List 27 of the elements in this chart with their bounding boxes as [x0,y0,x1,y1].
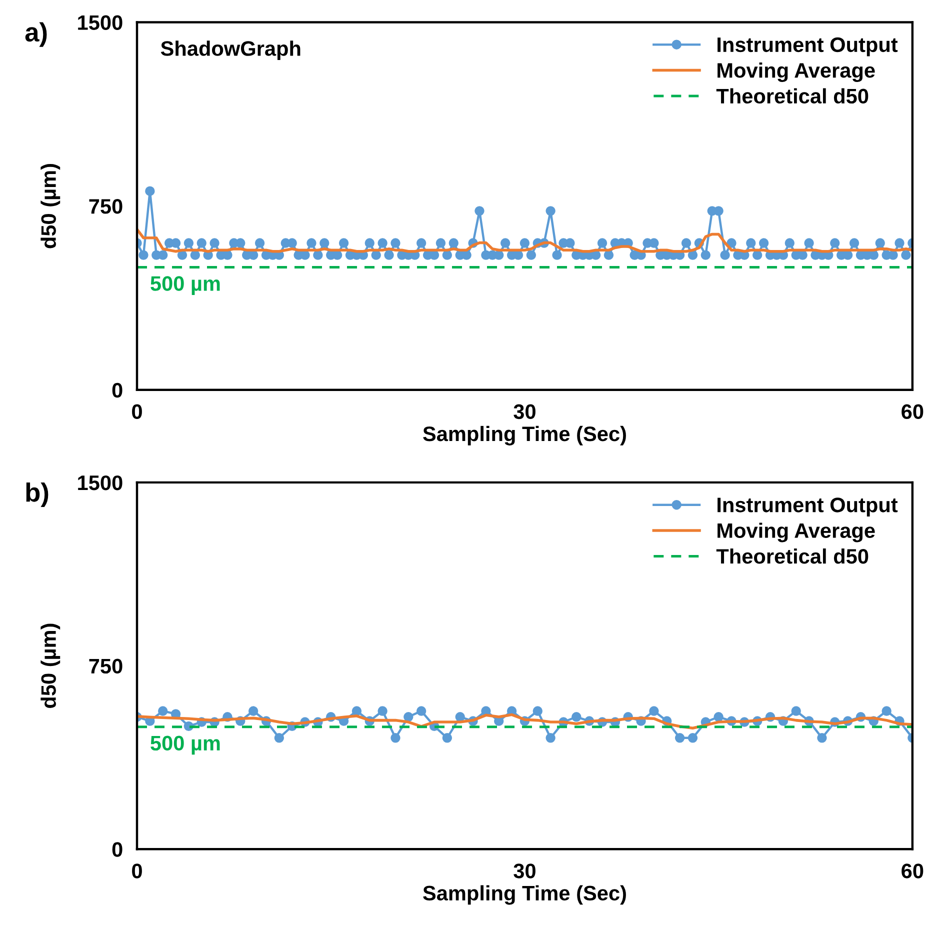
x-tick-label: 30 [514,404,536,420]
y-tick-label: 0 [112,842,122,857]
y-axis-title: d50 (µm) [40,624,60,708]
legend-label: Moving Average [718,62,875,82]
y-tick-label: 750 [89,199,122,214]
x-tick-label: 0 [132,864,142,878]
x-axis-title: Sampling Time (Sec) [423,885,626,905]
y-tick-label: 0 [112,382,122,398]
legend-label: Theoretical d50 [716,548,868,564]
y-tick-label: 1500 [78,475,122,490]
x-tick-label: 60 [902,404,924,420]
legend-label: Instrument Output [718,498,898,516]
text: a) [25,22,47,47]
legend-label: Moving Average [718,522,875,542]
x-axis-title: Sampling Time (Sec) [423,426,626,446]
annotation: 500 µm [150,276,220,296]
x-tick-label: 0 [132,404,142,420]
y-axis-title: d50 (µm) [40,164,60,248]
y-tick-label: 1500 [78,15,122,30]
legend-label: Instrument Output [718,37,898,56]
annotation: 500 µm [150,736,220,755]
x-tick-label: 60 [902,864,924,878]
x-tick-label: 30 [514,864,536,878]
y-tick-label: 750 [89,658,122,674]
text: b) [26,482,48,508]
legend-label: Theoretical d50 [716,88,868,104]
text: ShadowGraph [160,40,300,60]
